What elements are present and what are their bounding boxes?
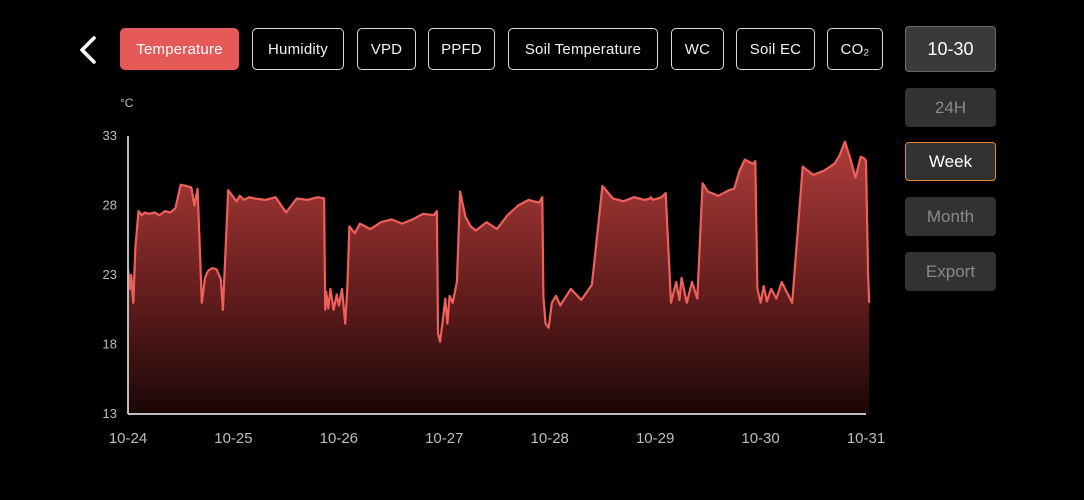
y-tick-label: 23 xyxy=(103,267,117,282)
tab-soil-temperature[interactable]: Soil Temperature xyxy=(508,28,658,70)
y-tick-label: 33 xyxy=(103,128,117,143)
x-tick-label: 10-29 xyxy=(636,430,674,447)
range-24h-button[interactable]: 24H xyxy=(905,88,996,127)
tab-temperature[interactable]: Temperature xyxy=(120,28,239,70)
x-tick-label: 10-30 xyxy=(741,430,779,447)
range-month-button[interactable]: Month xyxy=(905,197,996,236)
y-tick-label: 28 xyxy=(103,198,117,213)
temperature-line xyxy=(126,140,871,343)
tab-vpd[interactable]: VPD xyxy=(357,28,416,70)
y-tick-label: 18 xyxy=(103,337,117,352)
tab-humidity[interactable]: Humidity xyxy=(252,28,344,70)
tab-wc[interactable]: WC xyxy=(671,28,724,70)
y-unit-label: °C xyxy=(120,96,134,110)
x-tick-label: 10-27 xyxy=(425,430,463,447)
x-tick-label: 10-28 xyxy=(531,430,569,447)
back-button[interactable] xyxy=(72,30,106,70)
x-tick-label: 10-31 xyxy=(847,430,885,447)
x-tick-label: 10-26 xyxy=(320,430,358,447)
date-picker-button[interactable]: 10-30 xyxy=(905,26,996,72)
range-week-button[interactable]: Week xyxy=(905,142,996,181)
temperature-area xyxy=(128,141,870,414)
tab-soil-ec[interactable]: Soil EC xyxy=(736,28,815,70)
y-tick-label: 13 xyxy=(103,406,117,421)
tab-co2[interactable]: CO₂ xyxy=(827,28,883,70)
chevron-left-icon xyxy=(80,36,96,64)
tab-ppfd[interactable]: PPFD xyxy=(428,28,495,70)
x-tick-label: 10-25 xyxy=(214,430,252,447)
export-button[interactable]: Export xyxy=(905,252,996,291)
x-tick-label: 10-24 xyxy=(109,430,147,447)
